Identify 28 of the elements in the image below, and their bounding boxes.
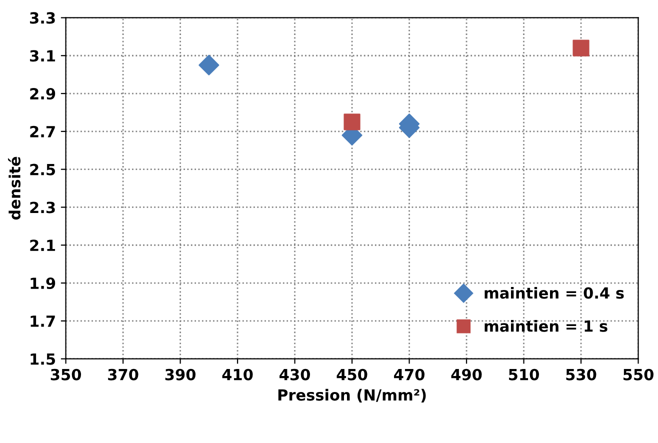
x-tick-label: 450 <box>336 368 368 380</box>
y-tick-label: 1.7 <box>30 316 55 327</box>
x-tick-label: 350 <box>50 368 82 380</box>
x-tick-label: 370 <box>108 368 138 380</box>
y-tick-label: 2.1 <box>30 240 56 251</box>
x-tick-label: 430 <box>280 368 310 380</box>
x-tick-label: 510 <box>509 368 539 380</box>
y-tick-label: 3.1 <box>30 50 56 62</box>
x-tick-label: 490 <box>451 368 482 380</box>
x-tick-label: 410 <box>222 368 253 380</box>
x-tick-label: 530 <box>566 368 596 380</box>
y-tick-label: 2.9 <box>30 88 56 100</box>
x-tick-label: 390 <box>165 368 196 380</box>
legend-label: maintien = 1 s <box>484 320 608 332</box>
point <box>572 40 590 56</box>
point <box>344 114 360 130</box>
y-axis-title: densité <box>8 156 20 220</box>
point <box>198 54 220 76</box>
y-tick-label: 2.5 <box>30 164 56 176</box>
y-tick-label: 3.3 <box>30 12 55 24</box>
y-tick-label: 2.7 <box>30 126 55 138</box>
legend-label: maintien = 0.4 s <box>484 286 624 299</box>
x-axis-title: Pression (N/mm²) <box>278 388 426 403</box>
x-tick-label: 550 <box>623 368 654 380</box>
y-tick-label: 2.3 <box>30 202 55 214</box>
y-tick-label: 1.5 <box>30 353 56 365</box>
x-tick-label: 470 <box>394 368 424 380</box>
y-tick-label: 1.9 <box>30 278 56 290</box>
